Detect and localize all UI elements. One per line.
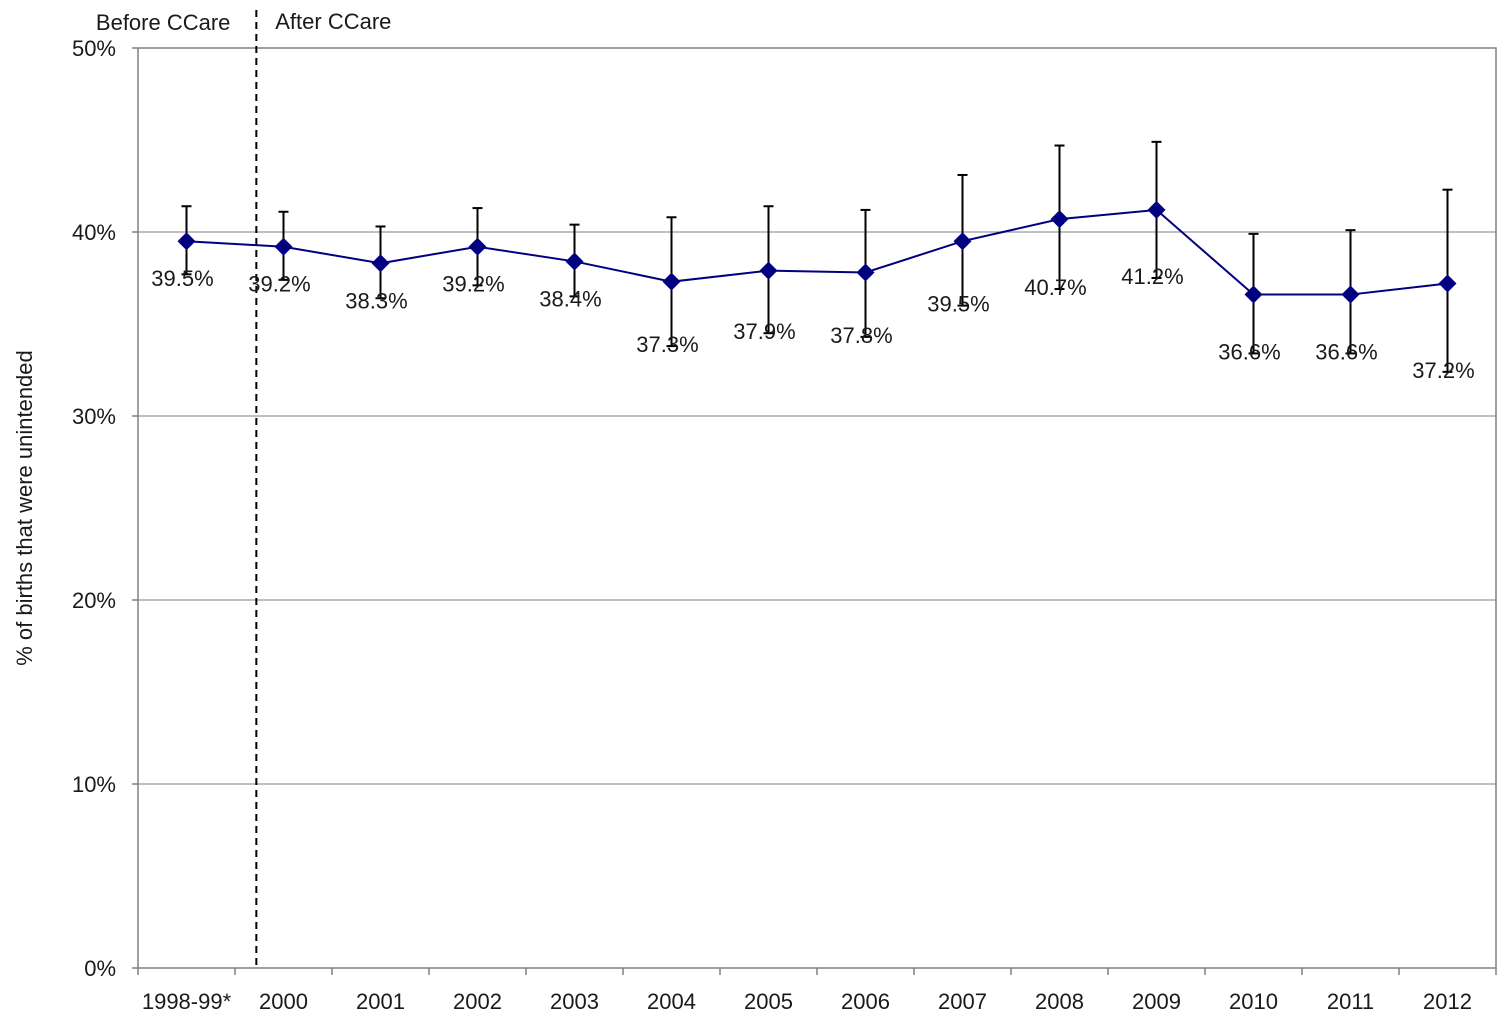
x-tick-label: 1998-99* xyxy=(142,989,232,1014)
x-tick-label: 2006 xyxy=(841,989,890,1014)
data-point-marker xyxy=(565,252,584,271)
data-label: 40.7% xyxy=(1024,275,1086,300)
x-tick-label: 2005 xyxy=(744,989,793,1014)
after-ccare-label: After CCare xyxy=(275,9,391,34)
data-labels: 39.5% 39.2% 38.3% 39.2% 38.4% 37.3% 37.9% 37.8%… xyxy=(151,264,1474,383)
data-point-marker xyxy=(1341,285,1360,304)
data-label: 39.2% xyxy=(248,272,310,297)
x-tick-label: 2004 xyxy=(647,989,696,1014)
x-tick-label: 2012 xyxy=(1423,989,1472,1014)
y-tick-label: 40% xyxy=(72,220,116,245)
data-point-marker xyxy=(371,254,390,273)
data-point-marker xyxy=(177,232,196,251)
data-point-marker xyxy=(1438,274,1457,293)
x-tick-label: 2002 xyxy=(453,989,502,1014)
x-tick-label: 2011 xyxy=(1327,989,1374,1014)
x-tick-label: 2001 xyxy=(356,989,405,1014)
series-line xyxy=(186,208,1448,296)
y-tick-label: 20% xyxy=(72,588,116,613)
before-ccare-label: Before CCare xyxy=(96,10,231,35)
data-label: 36.6% xyxy=(1315,339,1377,364)
data-point-marker xyxy=(1050,210,1069,229)
data-label: 41.2% xyxy=(1121,264,1183,289)
data-point-marker xyxy=(759,261,778,280)
data-label: 39.5% xyxy=(151,266,213,291)
data-point-marker xyxy=(1147,200,1166,219)
data-label: 36.6% xyxy=(1218,339,1280,364)
data-point-marker xyxy=(274,237,293,256)
y-tick-label: 10% xyxy=(72,772,116,797)
data-point-marker xyxy=(953,232,972,251)
x-tick-label: 2008 xyxy=(1035,989,1084,1014)
data-label: 39.2% xyxy=(442,272,504,297)
data-label: 38.3% xyxy=(345,288,407,313)
data-label: 37.9% xyxy=(733,319,795,344)
series-markers xyxy=(177,200,1457,304)
data-label: 37.3% xyxy=(636,332,698,357)
data-label: 37.2% xyxy=(1412,358,1474,383)
gridlines xyxy=(138,231,1496,785)
y-axis-title: % of births that were unintended xyxy=(12,350,37,666)
data-label: 38.4% xyxy=(539,286,601,311)
x-tick-label: 2000 xyxy=(259,989,308,1014)
data-point-marker xyxy=(662,272,681,291)
data-point-marker xyxy=(856,263,875,282)
plot-area-frame xyxy=(137,47,1497,969)
data-point-marker xyxy=(468,237,487,256)
y-axis-ticks: 0% 10% 20% 30% 40% 50% xyxy=(72,36,138,981)
error-bars xyxy=(181,140,1453,373)
x-tick-label: 2003 xyxy=(550,989,599,1014)
x-tick-label: 2010 xyxy=(1229,989,1278,1014)
y-tick-label: 30% xyxy=(72,404,116,429)
y-tick-label: 0% xyxy=(84,956,116,981)
x-tick-label: 2007 xyxy=(938,989,987,1014)
y-tick-label: 50% xyxy=(72,36,116,61)
data-label: 39.5% xyxy=(927,292,989,317)
data-point-marker xyxy=(1244,285,1263,304)
data-label: 37.8% xyxy=(830,323,892,348)
x-axis-ticks: 1998-99* 2000 2001 2002 2003 2004 2005 2006 2007… xyxy=(137,968,1497,1014)
x-tick-label: 2009 xyxy=(1132,989,1181,1014)
